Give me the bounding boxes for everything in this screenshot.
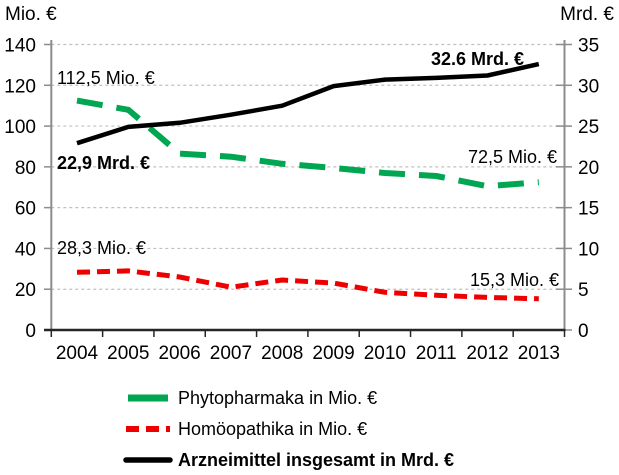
right-axis-title: Mrd. € bbox=[560, 4, 614, 25]
x-axis-label: 2004 bbox=[56, 343, 99, 364]
legend-item-phytopharmaka: Phytopharmaka in Mio. € bbox=[123, 388, 454, 408]
x-axis-label: 2008 bbox=[261, 343, 303, 364]
x-axis-label: 2013 bbox=[518, 343, 560, 364]
right-axis-tick-label: 15 bbox=[578, 199, 599, 220]
x-axis-label: 2010 bbox=[364, 343, 406, 364]
data-annotation: 28,3 Mio. € bbox=[57, 238, 146, 258]
x-axis-label: 2012 bbox=[466, 343, 508, 364]
legend-label-arzneimittel: Arzneimittel insgesamt in Mrd. € bbox=[178, 449, 455, 470]
x-axis-label: 2005 bbox=[107, 343, 149, 364]
left-axis-tick-label: 140 bbox=[4, 36, 36, 57]
legend-item-arzneimittel: Arzneimittel insgesamt in Mrd. € bbox=[123, 450, 454, 470]
right-axis-tick-label: 25 bbox=[578, 117, 599, 138]
series-line-1 bbox=[76, 268, 539, 302]
left-axis-tick-label: 60 bbox=[15, 199, 36, 220]
line-chart: 0 20 40 60 80 100 120 140 0 5 10 15 20 25 30 35 2004 2005… bbox=[4, 4, 614, 364]
left-axis-tick-label: 0 bbox=[25, 321, 36, 342]
series-line-0 bbox=[76, 97, 540, 190]
x-axis-label: 2007 bbox=[210, 343, 252, 364]
legend-marker-homoeopathika-icon bbox=[126, 426, 170, 432]
data-annotation: 15,3 Mio. € bbox=[470, 270, 559, 290]
right-axis-tick-label: 20 bbox=[578, 158, 599, 179]
data-annotation: 72,5 Mio. € bbox=[468, 147, 557, 167]
chart-legend: Phytopharmaka in Mio. € Homöopathika in … bbox=[123, 388, 454, 470]
left-axis-tick-label: 120 bbox=[4, 76, 36, 97]
left-axis-title: Mio. € bbox=[5, 4, 57, 25]
data-annotation: 112,5 Mio. € bbox=[57, 68, 155, 88]
left-axis-tick-label: 20 bbox=[15, 280, 36, 301]
x-axis-label: 2006 bbox=[158, 343, 200, 364]
legend-label-homoeopathika: Homöopathika in Mio. € bbox=[178, 418, 368, 439]
right-axis-tick-label: 30 bbox=[578, 76, 599, 97]
right-axis-tick-label: 0 bbox=[578, 321, 589, 342]
x-axis-label: 2009 bbox=[312, 343, 354, 364]
x-axis-label: 2011 bbox=[416, 343, 457, 364]
left-axis-tick-label: 100 bbox=[4, 117, 36, 138]
series-line-2 bbox=[76, 61, 540, 146]
data-annotation: 22,9 Mrd. € bbox=[57, 153, 150, 173]
right-axis-tick-label: 10 bbox=[578, 239, 599, 260]
right-axis-tick-label: 5 bbox=[578, 280, 589, 301]
legend-label-phytopharmaka: Phytopharmaka in Mio. € bbox=[178, 387, 378, 408]
left-axis-tick-label: 80 bbox=[15, 158, 36, 179]
legend-marker-arzneimittel-icon bbox=[123, 457, 173, 463]
legend-item-homoeopathika: Homöopathika in Mio. € bbox=[123, 419, 454, 439]
data-annotation: 32.6 Mrd. € bbox=[431, 49, 524, 69]
left-axis-tick-label: 40 bbox=[15, 239, 36, 260]
right-axis-tick-label: 35 bbox=[578, 36, 599, 57]
legend-marker-phytopharmaka-icon bbox=[128, 394, 168, 402]
